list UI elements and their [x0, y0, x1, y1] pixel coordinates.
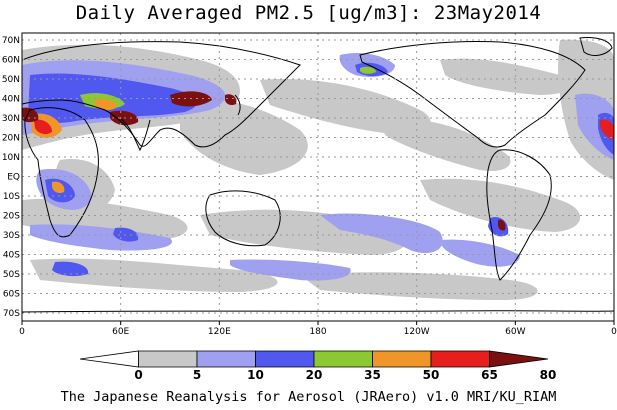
colorbar-segment [313, 350, 373, 368]
latitude-label: 40S [3, 251, 20, 261]
colorbar-tick-label: 50 [423, 368, 440, 382]
colorbar-segment [138, 350, 198, 368]
latitude-label: 50S [3, 270, 20, 280]
map-title: Daily Averaged PM2.5 [ug/m3]: 23May2014 [75, 2, 542, 24]
colorbar-ticks: 0 5 10 20 35 50 65 80 [134, 368, 556, 382]
latitude-label: 20S [3, 212, 20, 222]
pm25-field [22, 37, 614, 313]
colorbar-tick-label: 35 [364, 368, 381, 382]
latitude-label: 60S [3, 290, 20, 300]
latitude-label: EQ [7, 173, 20, 183]
latitude-label: 50N [2, 75, 20, 85]
latitude-label: 10S [3, 192, 20, 202]
longitude-label: 60E [112, 327, 129, 337]
latitude-labels: 70N 60N 50N 40N 30N 20N 10N EQ 10S 20S 30S 40S 50S 60… [2, 36, 20, 319]
colorbar-tick-label: 65 [481, 368, 498, 382]
gridlines [22, 33, 614, 321]
colorbar-tick-label: 0 [134, 368, 142, 382]
colorbar [79, 350, 549, 368]
longitude-label: 120W [404, 327, 430, 337]
colorbar-segment [489, 350, 549, 368]
latitude-label: 10N [2, 153, 20, 163]
colorbar-segment [79, 350, 139, 368]
data-credit: The Japanese Reanalysis for Aerosol (JRA… [60, 389, 557, 405]
colorbar-segment [255, 350, 315, 368]
longitude-label: 0 [611, 327, 617, 337]
colorbar-segment [196, 350, 256, 368]
longitude-label: 60W [505, 327, 525, 337]
latitude-label: 30N [2, 114, 20, 124]
colorbar-tick-label: 20 [306, 368, 323, 382]
colorbar-tick-label: 10 [247, 368, 264, 382]
coastlines [22, 37, 614, 313]
colorbar-segment [430, 350, 490, 368]
latitude-label: 70S [3, 309, 20, 319]
latitude-label: 40N [2, 95, 20, 105]
longitude-label: 180 [309, 327, 326, 337]
latitude-label: 70N [2, 36, 20, 46]
colorbar-tick-label: 5 [193, 368, 201, 382]
pm25-level-65-80 [34, 119, 614, 140]
latitude-label: 20N [2, 134, 20, 144]
longitude-labels: 0 60E 120E 180 120W 60W 0 [19, 321, 617, 337]
longitude-label: 120E [208, 327, 231, 337]
latitude-label: 30S [3, 231, 20, 241]
colorbar-segment [372, 350, 432, 368]
longitude-label: 0 [19, 327, 25, 337]
colorbar-tick-label: 80 [540, 368, 557, 382]
latitude-label: 60N [2, 56, 20, 66]
